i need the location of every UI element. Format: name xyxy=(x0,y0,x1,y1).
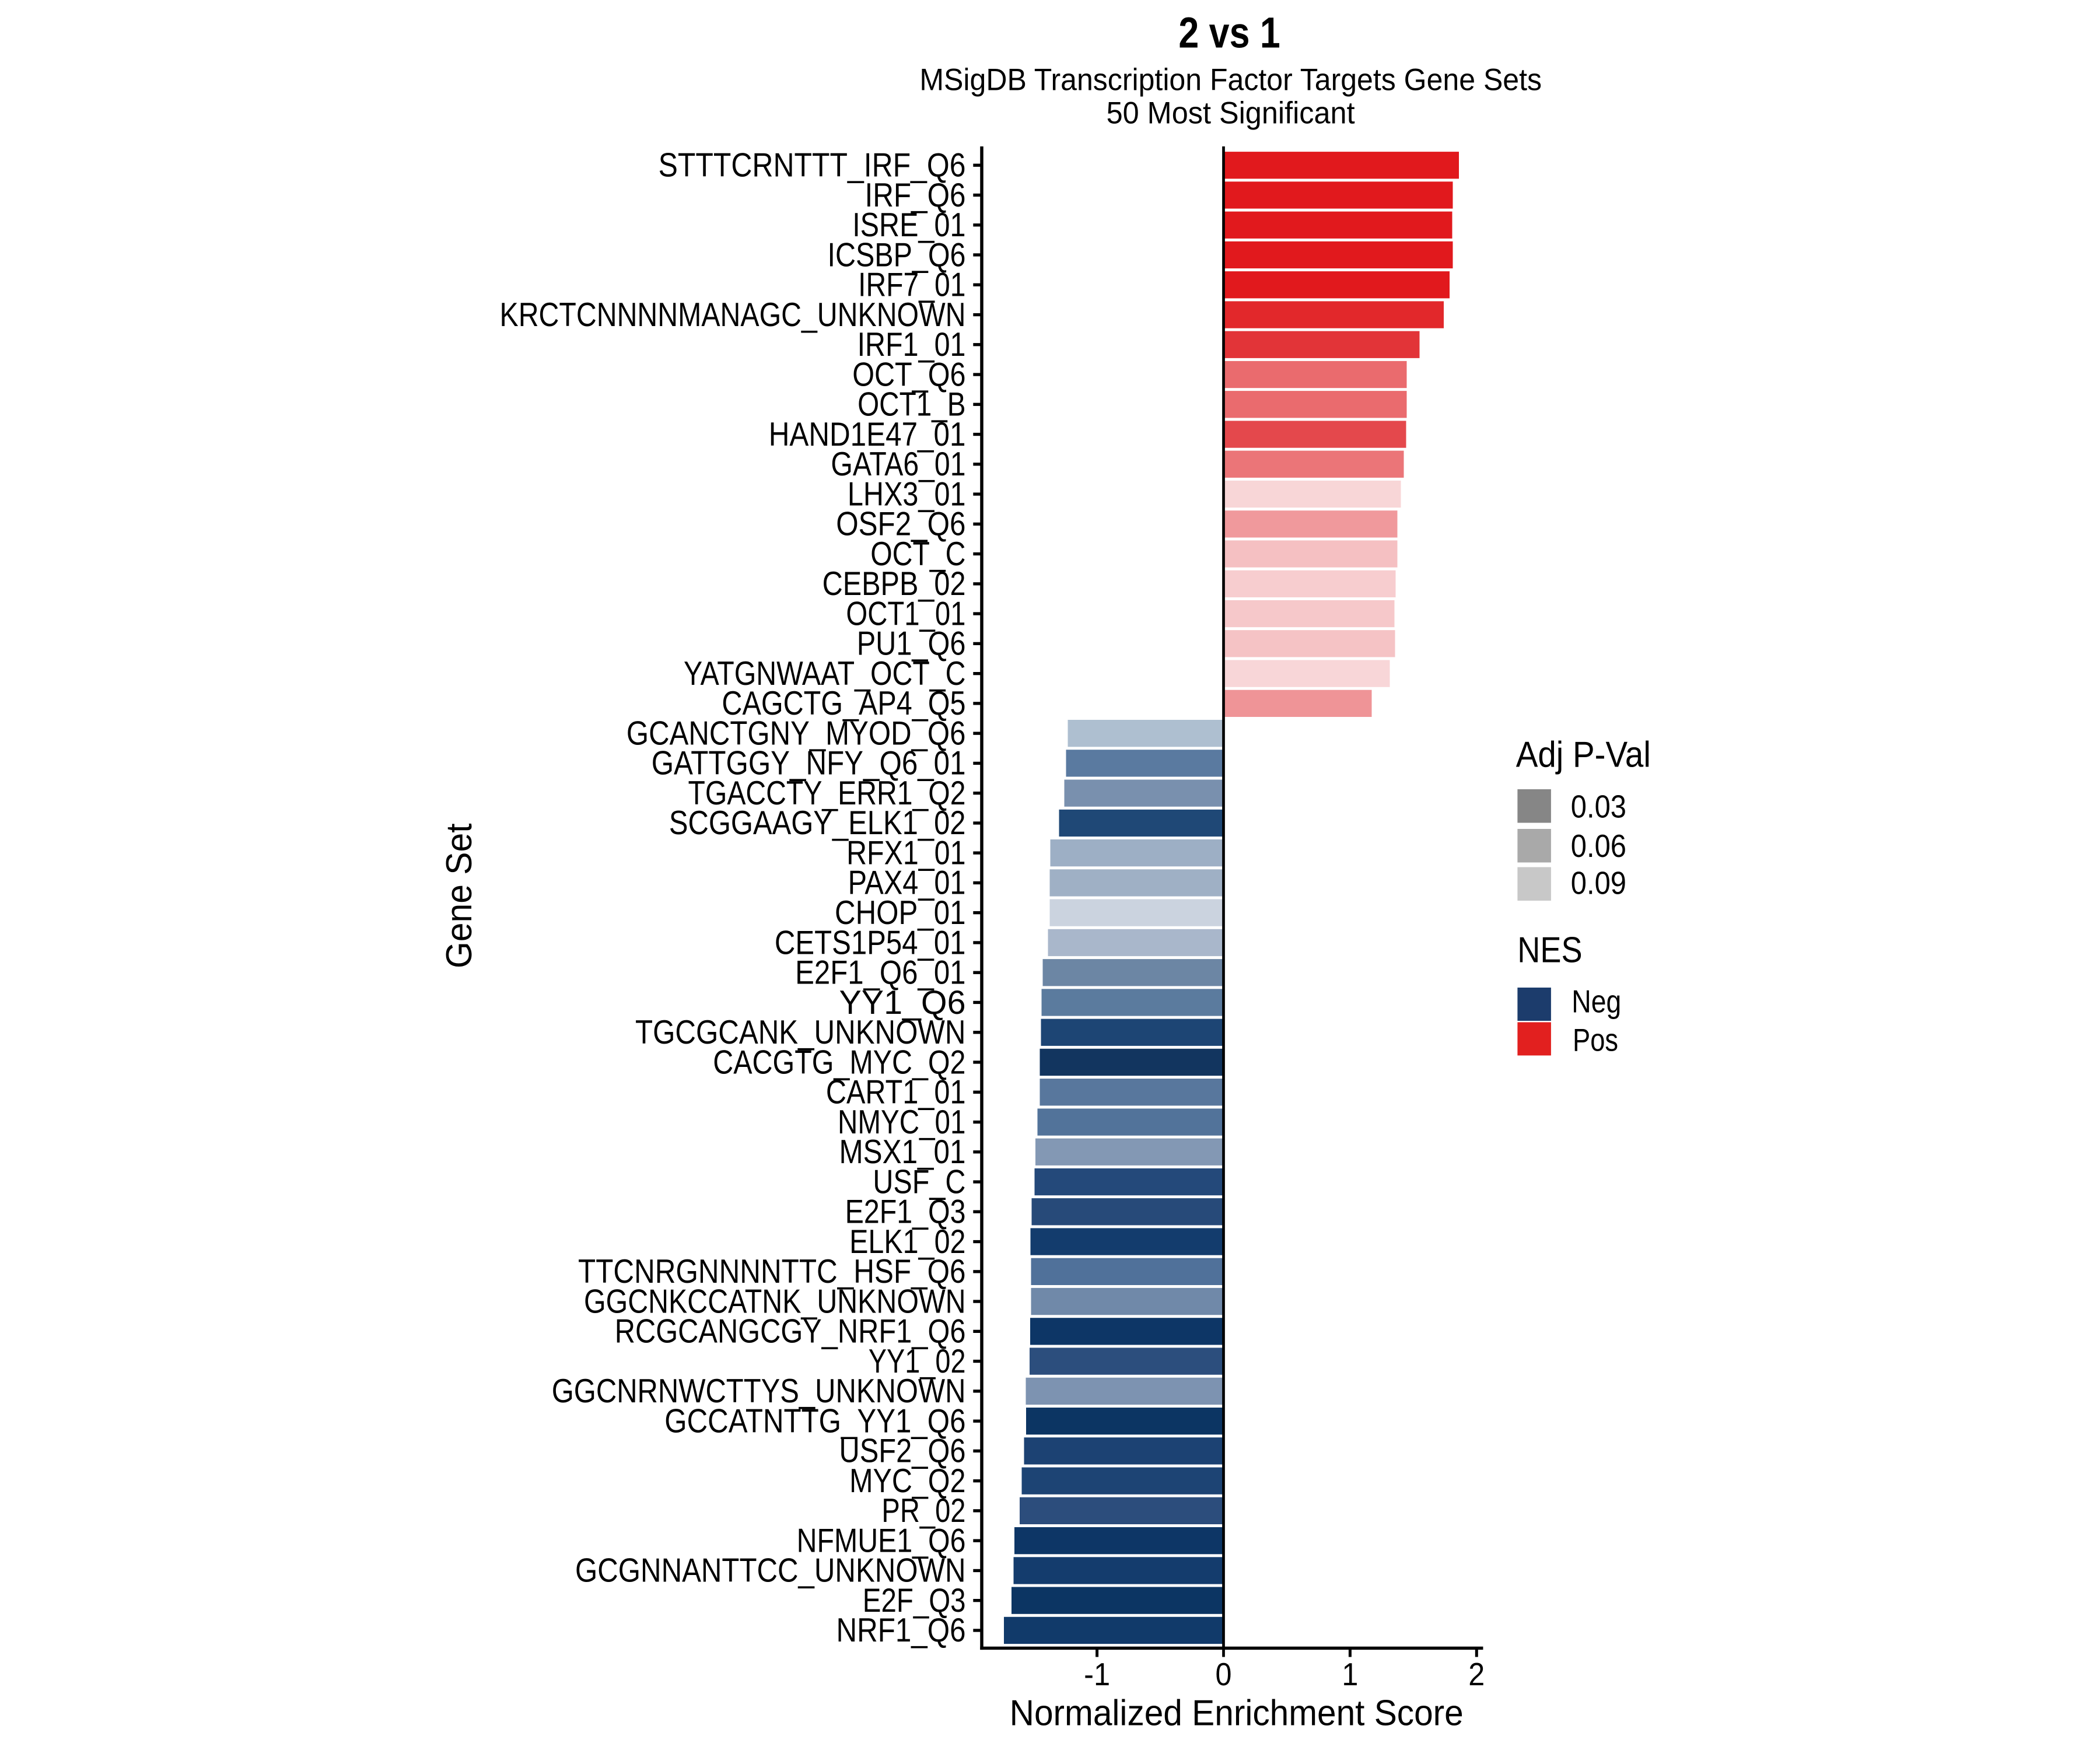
svg-text:ELK1_02: ELK1_02 xyxy=(849,1223,965,1261)
svg-text:SCGGAAGY_ELK1_02: SCGGAAGY_ELK1_02 xyxy=(669,804,966,842)
svg-text:OCT_Q6: OCT_Q6 xyxy=(852,356,965,393)
svg-text:HAND1E47_01: HAND1E47_01 xyxy=(769,416,966,453)
svg-text:PAX4_01: PAX4_01 xyxy=(848,864,966,902)
svg-text:1: 1 xyxy=(1342,1656,1358,1692)
svg-text:PU1_Q6: PU1_Q6 xyxy=(857,625,966,663)
svg-text:IRF7_01: IRF7_01 xyxy=(858,267,965,304)
svg-text:LHX3_01: LHX3_01 xyxy=(848,475,966,513)
svg-text:TGCGCANK_UNKNOWN: TGCGCANK_UNKNOWN xyxy=(635,1014,966,1051)
svg-text:GGCNKCCATNK_UNKNOWN: GGCNKCCATNK_UNKNOWN xyxy=(584,1283,966,1320)
svg-text:NRF1_Q6: NRF1_Q6 xyxy=(836,1612,966,1649)
svg-text:Neg: Neg xyxy=(1572,984,1621,1020)
svg-text:0: 0 xyxy=(1216,1656,1232,1692)
svg-text:USF2_Q6: USF2_Q6 xyxy=(839,1433,966,1470)
svg-text:Pos: Pos xyxy=(1573,1022,1618,1058)
svg-text:Adj P-Val: Adj P-Val xyxy=(1516,735,1651,775)
svg-text:USF_C: USF_C xyxy=(873,1163,965,1200)
svg-text:2: 2 xyxy=(1468,1656,1485,1692)
svg-text:Normalized Enrichment Score: Normalized Enrichment Score xyxy=(1010,1693,1464,1733)
svg-text:TTCNRGNNNNTTC_HSF_Q6: TTCNRGNNNNTTC_HSF_Q6 xyxy=(578,1253,966,1290)
svg-text:2 vs 1: 2 vs 1 xyxy=(1178,8,1280,57)
svg-text:RFX1_01: RFX1_01 xyxy=(846,835,965,872)
svg-text:PR_02: PR_02 xyxy=(881,1492,965,1530)
svg-text:KRCTCNNNNMANAGC_UNKNOWN: KRCTCNNNNMANAGC_UNKNOWN xyxy=(500,296,966,334)
svg-text:YATGNWAAT_OCT_C: YATGNWAAT_OCT_C xyxy=(684,655,966,692)
svg-text:ISRE_01: ISRE_01 xyxy=(852,206,965,244)
svg-text:NFMUE1_Q6: NFMUE1_Q6 xyxy=(797,1522,966,1560)
svg-text:MSX1_01: MSX1_01 xyxy=(839,1133,966,1171)
svg-text:50 Most Significant: 50 Most Significant xyxy=(1107,96,1355,131)
svg-text:0.03: 0.03 xyxy=(1571,788,1626,824)
svg-text:GCANCTGNY_MYOD_Q6: GCANCTGNY_MYOD_Q6 xyxy=(626,715,966,752)
svg-text:GATA6_01: GATA6_01 xyxy=(831,446,965,483)
svg-text:0.06: 0.06 xyxy=(1571,828,1626,864)
svg-text:CETS1P54_01: CETS1P54_01 xyxy=(775,924,966,961)
svg-text:ICSBP_Q6: ICSBP_Q6 xyxy=(828,236,966,274)
svg-text:YY1_Q6: YY1_Q6 xyxy=(839,984,966,1021)
svg-text:GCGNNANTTCC_UNKNOWN: GCGNNANTTCC_UNKNOWN xyxy=(575,1552,966,1590)
svg-text:MSigDB Transcription Factor Ta: MSigDB Transcription Factor Targets Gene… xyxy=(919,63,1542,97)
svg-text:RCGCANGCGY_NRF1_Q6: RCGCANGCGY_NRF1_Q6 xyxy=(615,1313,966,1350)
svg-text:E2F_Q3: E2F_Q3 xyxy=(863,1582,966,1619)
svg-text:Gene Set: Gene Set xyxy=(439,823,480,968)
svg-text:CHOP_01: CHOP_01 xyxy=(835,894,966,932)
svg-text:OCT_C: OCT_C xyxy=(870,536,965,573)
svg-text:CACGTG_MYC_Q2: CACGTG_MYC_Q2 xyxy=(713,1044,965,1081)
svg-text:OCT1_B: OCT1_B xyxy=(858,386,965,424)
svg-text:IRF_Q6: IRF_Q6 xyxy=(865,177,966,214)
svg-text:TGACCTY_ERR1_Q2: TGACCTY_ERR1_Q2 xyxy=(688,775,966,812)
svg-text:E2F1_Q3: E2F1_Q3 xyxy=(845,1194,966,1231)
svg-text:YY1_02: YY1_02 xyxy=(869,1343,966,1380)
svg-text:NMYC_01: NMYC_01 xyxy=(838,1104,966,1141)
svg-text:CART1_01: CART1_01 xyxy=(826,1074,966,1111)
svg-text:IRF1_01: IRF1_01 xyxy=(858,326,966,363)
svg-text:GATTGGY_NFY_Q6_01: GATTGGY_NFY_Q6_01 xyxy=(652,745,966,782)
svg-text:E2F1_Q6_01: E2F1_Q6_01 xyxy=(795,954,965,992)
svg-text:MYC_Q2: MYC_Q2 xyxy=(849,1462,965,1500)
svg-text:-1: -1 xyxy=(1084,1656,1110,1692)
svg-text:0.09: 0.09 xyxy=(1571,865,1626,901)
svg-text:CAGCTG_AP4_Q5: CAGCTG_AP4_Q5 xyxy=(722,685,965,722)
svg-text:OSF2_Q6: OSF2_Q6 xyxy=(836,506,965,543)
svg-text:GGCNRNWCTTYS_UNKNOWN: GGCNRNWCTTYS_UNKNOWN xyxy=(552,1373,966,1410)
svg-text:NES: NES xyxy=(1517,930,1582,971)
svg-text:STTTCRNTTT_IRF_Q6: STTTCRNTTT_IRF_Q6 xyxy=(659,147,966,184)
svg-text:CEBPB_02: CEBPB_02 xyxy=(822,565,966,603)
svg-text:GCCATNTTG_YY1_Q6: GCCATNTTG_YY1_Q6 xyxy=(664,1402,965,1440)
svg-text:OCT1_01: OCT1_01 xyxy=(846,595,965,632)
